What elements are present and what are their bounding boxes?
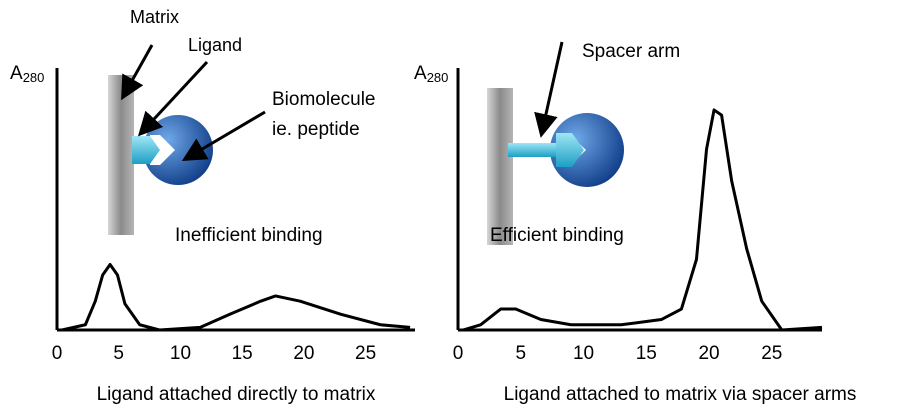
x-tick-label: 0 (453, 343, 464, 364)
annotation: Efficient binding (490, 225, 624, 246)
data-line (462, 108, 823, 332)
y-axis-label-main: A (10, 63, 23, 84)
illustration-direct (108, 44, 266, 235)
data-line (61, 263, 411, 332)
y-axis-label-sub: 280 (23, 70, 45, 85)
y-axis-label: A280 (414, 63, 448, 85)
x-tick-label: 5 (515, 343, 526, 364)
y-axis-label-main: A (414, 63, 427, 84)
y-axis-label: A280 (10, 63, 44, 85)
annotation: Ligand (188, 35, 242, 55)
x-tick-label: 20 (698, 343, 719, 364)
x-axis-title: Ligand attached directly to matrix (97, 384, 376, 405)
x-tick-label: 0 (52, 343, 63, 364)
annotation: Matrix (130, 7, 179, 27)
x-tick-label: 10 (170, 343, 191, 364)
x-axis-title: Ligand attached to matrix via spacer arm… (504, 384, 857, 405)
annotation: ie. peptide (272, 119, 360, 140)
annotation: Inefficient binding (175, 225, 323, 246)
y-axis-label-sub: 280 (427, 70, 449, 85)
x-tick-label: 15 (232, 343, 253, 364)
annotation: Biomolecule (272, 89, 376, 110)
x-tick-label: 15 (636, 343, 657, 364)
x-tick-label: 10 (573, 343, 594, 364)
x-tick-label: 25 (355, 343, 376, 364)
x-tick-label: 25 (761, 343, 782, 364)
annotation: Spacer arm (582, 41, 680, 62)
illustration-spacer (487, 41, 624, 245)
x-tick-label: 5 (113, 343, 124, 364)
x-tick-label: 20 (293, 343, 314, 364)
